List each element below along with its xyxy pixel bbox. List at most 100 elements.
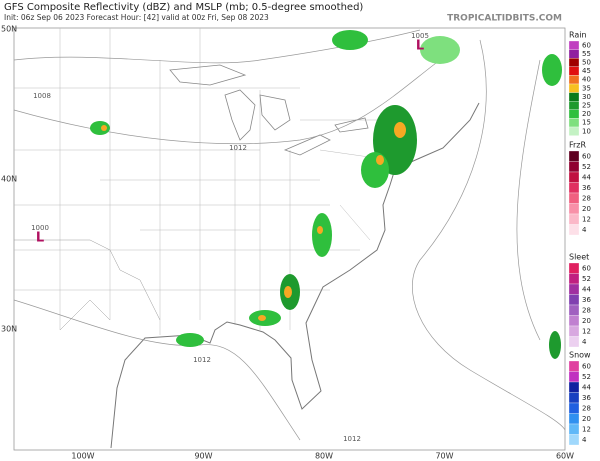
legend-swatch <box>568 118 580 128</box>
lat-label: 50N <box>1 25 17 34</box>
legend-swatch <box>568 304 580 316</box>
legend-name: FrzR <box>569 141 587 150</box>
isobar <box>516 59 541 341</box>
legend-level: 12 <box>582 425 591 433</box>
legend-swatch <box>568 58 580 67</box>
pressure-label: 1012 <box>193 356 211 364</box>
state-lines <box>14 28 400 335</box>
legend-level: 20 <box>582 317 591 325</box>
legend-name: Rain <box>569 31 587 40</box>
map-area: 50N 40N 30N 100W 90W 80W 70W 60W 1008 1012 1000 100… <box>1 25 574 461</box>
heavy-echo <box>376 155 384 165</box>
legend-swatch <box>568 83 580 93</box>
legend-swatch <box>568 109 580 119</box>
border-line <box>14 239 161 331</box>
legend-swatch <box>568 325 580 337</box>
legend-swatch <box>568 381 580 393</box>
legend-level: 50 <box>582 59 591 67</box>
legend-level: 52 <box>582 275 591 283</box>
legend-name: Sleet <box>569 253 589 262</box>
legend: Sleet 60 52 44 36 28 20 12 4 <box>568 253 591 348</box>
legend-swatch <box>568 402 580 414</box>
lake-ontario <box>334 117 369 133</box>
pressure-label: 1000 <box>31 224 49 232</box>
isobar <box>412 39 566 431</box>
legend-level: 60 <box>582 362 591 370</box>
legend-swatch <box>568 360 580 372</box>
legend-swatch <box>568 126 580 136</box>
legend-level: 28 <box>582 404 591 412</box>
map-frame <box>13 27 566 451</box>
legend-swatch <box>568 101 580 110</box>
legend-level: 12 <box>582 215 591 223</box>
legend-swatch <box>568 182 580 194</box>
lat-label: 30N <box>1 325 17 334</box>
boundary-lines <box>14 28 400 335</box>
legend-level: 52 <box>582 373 591 381</box>
low-marker: L <box>36 231 44 246</box>
rain-echo <box>549 331 561 359</box>
rain-echo <box>332 30 368 50</box>
legend-level: 25 <box>582 102 591 110</box>
lat-label: 40N <box>1 175 17 184</box>
lake-superior <box>169 64 247 86</box>
legend-level: 30 <box>582 93 591 101</box>
legend-swatch <box>568 49 580 59</box>
legend-swatch <box>568 413 580 425</box>
legend-level: 20 <box>582 205 591 213</box>
heavy-echo <box>258 315 266 321</box>
legend-level: 12 <box>582 327 591 335</box>
precip-echoes <box>90 30 562 359</box>
legend-level: 55 <box>582 50 591 58</box>
rain-echo <box>312 213 332 257</box>
legend: FrzR 60 52 44 36 28 20 12 4 <box>568 141 591 236</box>
legend-swatch <box>568 371 580 383</box>
rain-echo <box>420 36 460 64</box>
legend-level: 36 <box>582 394 591 402</box>
lon-label: 80W <box>315 452 333 461</box>
legend-swatch <box>568 161 580 173</box>
legend-swatch <box>568 283 580 295</box>
lon-label: 90W <box>194 452 212 461</box>
legend-swatch <box>568 75 580 85</box>
legend-swatch <box>568 192 580 204</box>
legend-level: 28 <box>582 194 591 202</box>
legend-swatch <box>568 423 580 435</box>
map-title: GFS Composite Reflectivity (dBZ) and MSL… <box>4 2 363 13</box>
legend-level: 4 <box>582 338 587 346</box>
legend-name: Snow <box>569 351 591 360</box>
legend-swatch <box>568 203 580 215</box>
legend-swatch <box>568 150 580 162</box>
isobar <box>13 299 301 441</box>
legend-level: 35 <box>582 84 591 92</box>
great-lakes <box>169 64 369 156</box>
legends: Rain6055504540353025201510FrzR6052443628… <box>568 31 591 446</box>
legend-level: 60 <box>582 152 591 160</box>
legend-swatch <box>568 262 580 274</box>
legend-level: 20 <box>582 415 591 423</box>
legend-swatch <box>568 273 580 285</box>
legend-level: 44 <box>582 383 591 391</box>
pressure-label: 1005 <box>411 32 429 40</box>
legend-level: 4 <box>582 436 587 444</box>
legend-swatch <box>568 40 580 50</box>
legend: Snow 60 52 44 36 28 20 12 4 <box>568 351 591 446</box>
pressure-label: 1012 <box>229 144 247 152</box>
legend-swatch <box>568 66 580 76</box>
legend-level: 15 <box>582 119 591 127</box>
map-labels: 50N 40N 30N 100W 90W 80W 70W 60W 1008 1012 1000 100… <box>1 25 574 461</box>
heavy-echo <box>101 125 107 131</box>
map-subtitle: Init: 06z Sep 06 2023 Forecast Hour: [42… <box>4 13 269 22</box>
legend-level: 4 <box>582 226 587 234</box>
legend-level: 45 <box>582 67 591 75</box>
rain-echo <box>176 333 204 347</box>
legend-level: 28 <box>582 306 591 314</box>
legend-swatch <box>568 92 580 102</box>
legend-level: 52 <box>582 163 591 171</box>
legend-level: 20 <box>582 110 591 118</box>
heavy-echo <box>284 286 292 298</box>
legend-level: 60 <box>582 264 591 272</box>
lake-erie <box>283 134 331 156</box>
legend-level: 40 <box>582 76 591 84</box>
